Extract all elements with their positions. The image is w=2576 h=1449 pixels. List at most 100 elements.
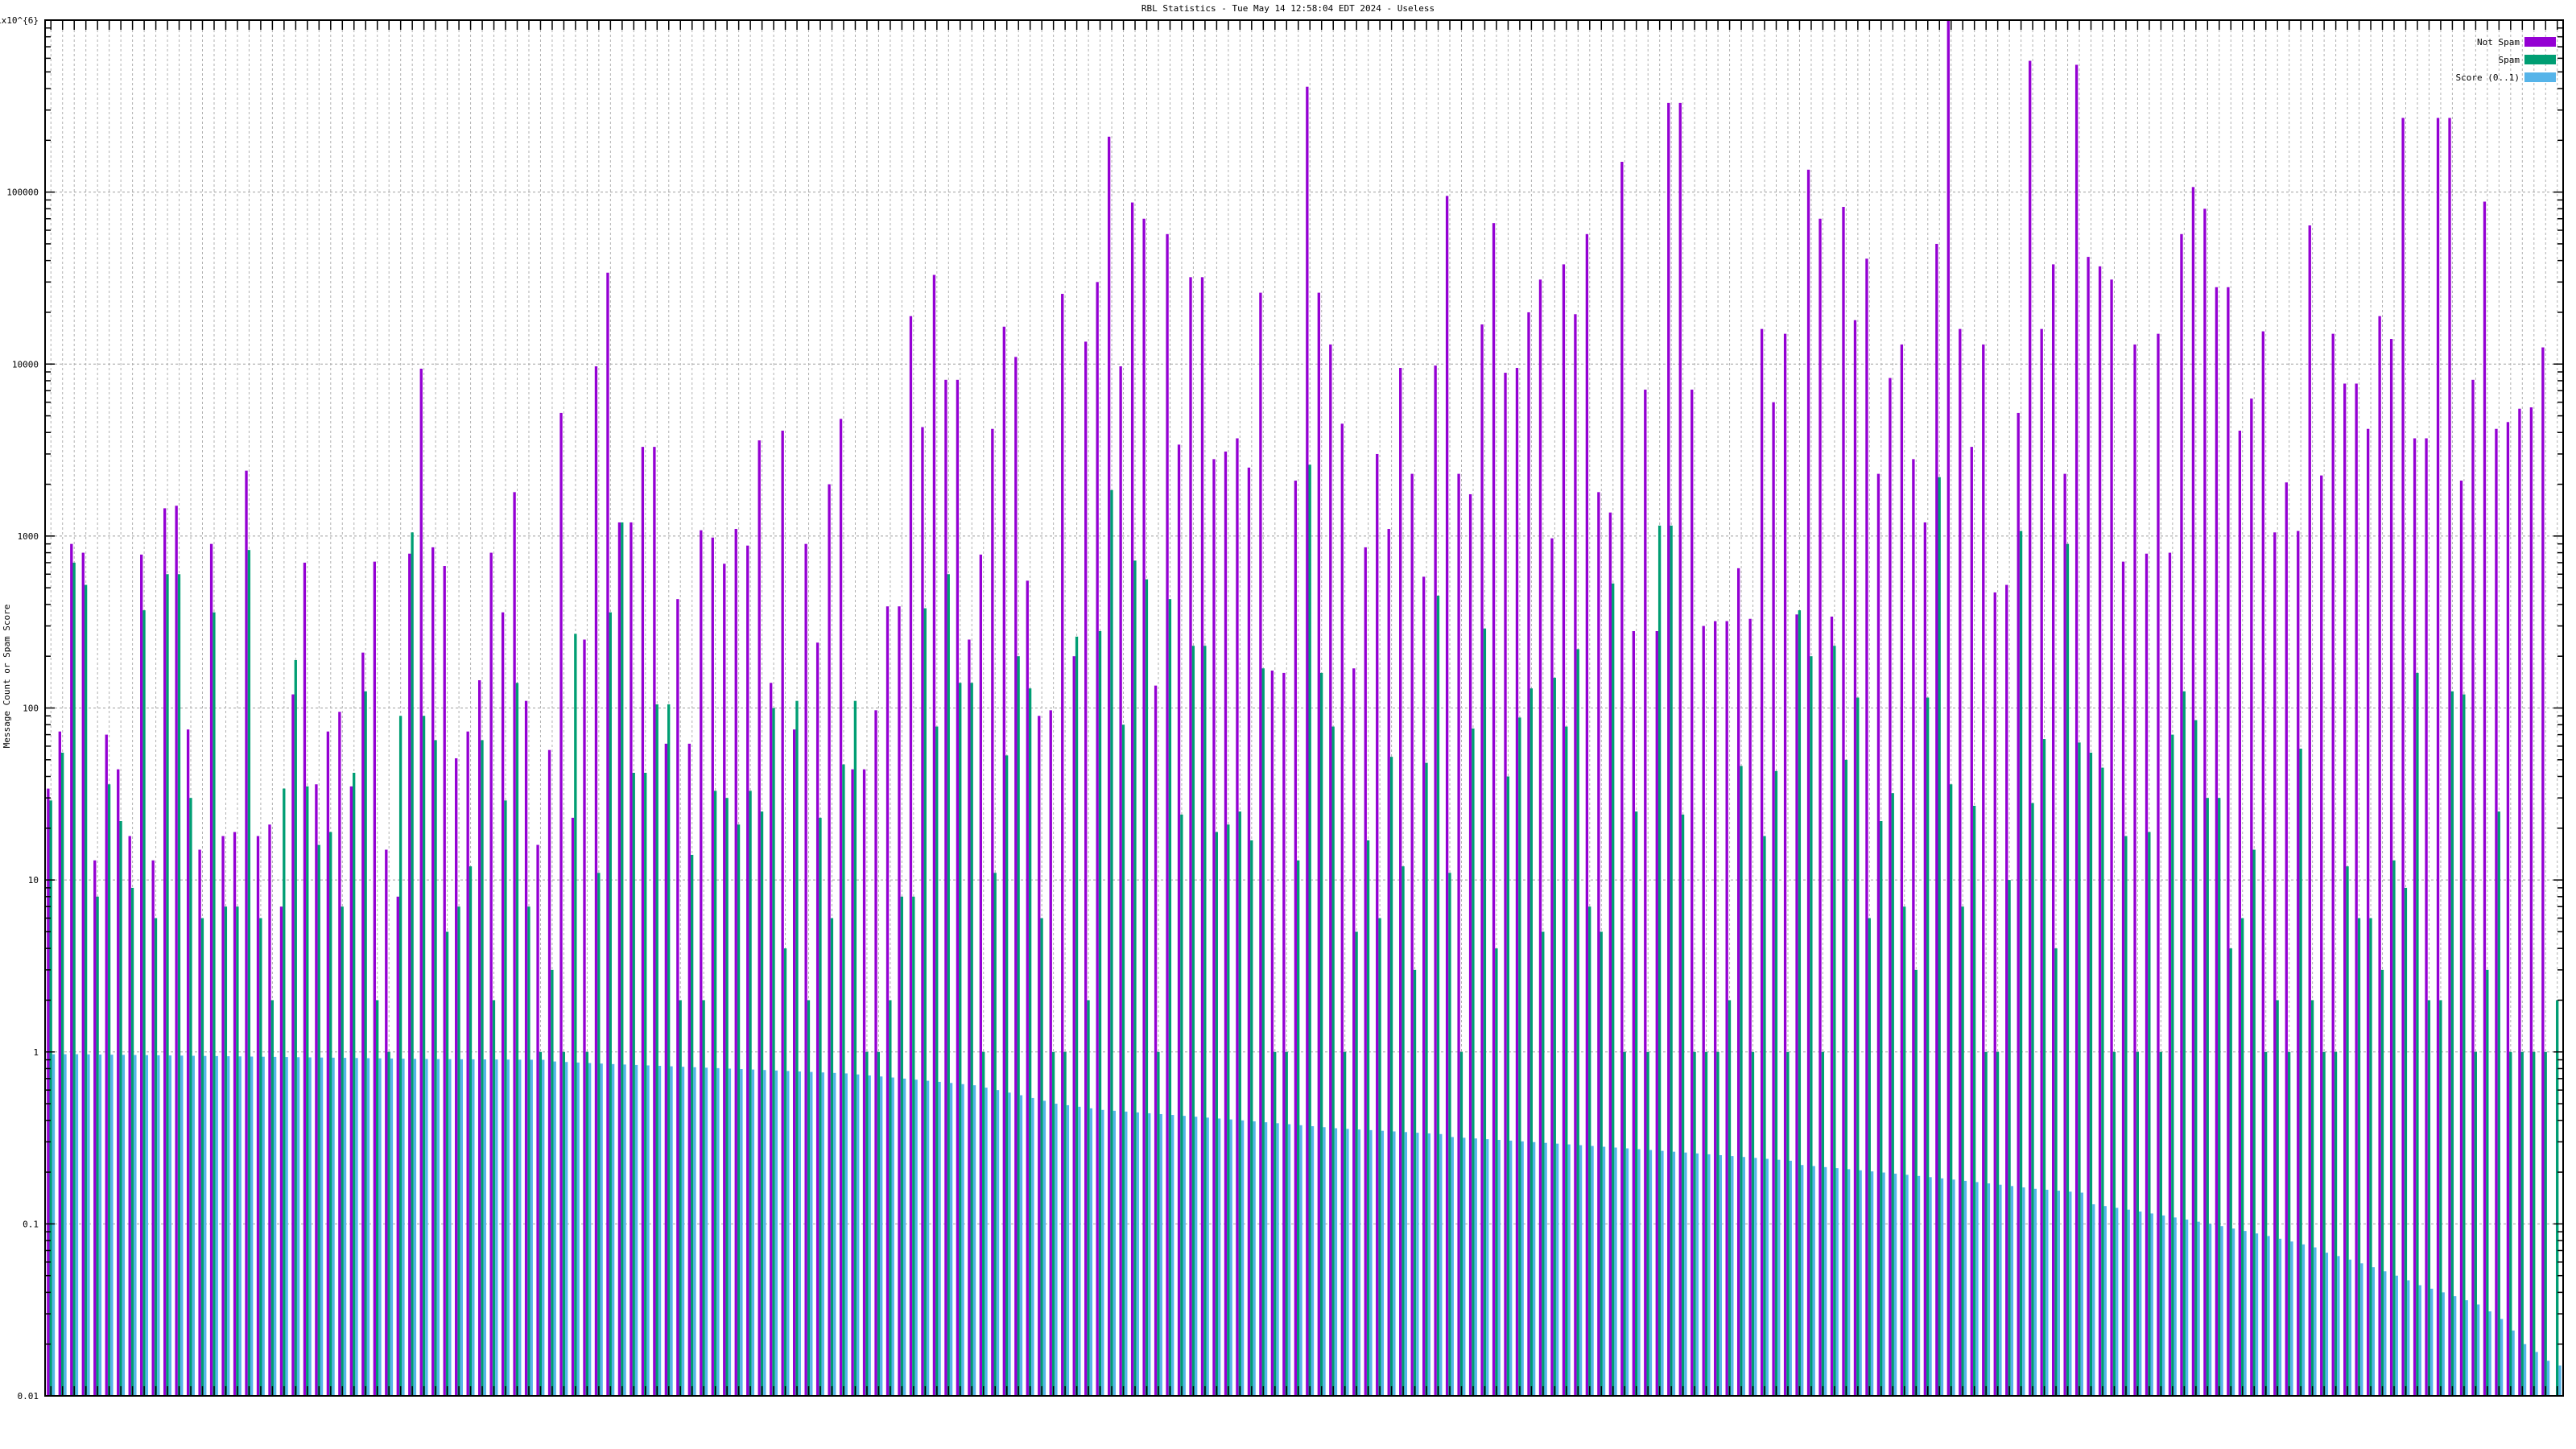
bar-spam	[1110, 489, 1113, 1396]
bar-not-spam	[1212, 459, 1216, 1397]
bar-score	[2512, 1330, 2515, 1396]
bar-spam	[457, 906, 460, 1396]
bar-score	[880, 1076, 883, 1396]
bar-not-spam	[489, 552, 493, 1396]
bar-score	[390, 1058, 394, 1396]
bar-not-spam	[1702, 625, 1705, 1396]
bar-not-spam	[676, 599, 679, 1396]
bar-score	[985, 1088, 988, 1396]
bar-spam	[1402, 866, 1405, 1396]
bar-not-spam	[117, 769, 120, 1396]
bar-not-spam	[2098, 266, 2102, 1396]
bar-score	[1567, 1144, 1571, 1396]
bar-not-spam	[245, 470, 248, 1396]
bar-score	[2488, 1311, 2491, 1396]
bar-not-spam	[2495, 428, 2498, 1396]
bar-spam	[1588, 906, 1591, 1396]
bar-score	[506, 1059, 510, 1396]
bar-spam	[154, 918, 158, 1396]
bar-spam	[585, 1051, 588, 1396]
bar-not-spam	[1480, 324, 1484, 1396]
bar-not-spam	[256, 836, 260, 1396]
bars	[47, 20, 2562, 1397]
bar-not-spam	[2471, 379, 2475, 1396]
bar-not-spam	[128, 836, 131, 1396]
bar-not-spam	[606, 272, 609, 1396]
bar-spam	[398, 716, 402, 1396]
bar-score	[355, 1058, 358, 1396]
bar-score	[2231, 1228, 2235, 1396]
bar-not-spam	[1119, 366, 1122, 1396]
bar-not-spam	[1399, 368, 1402, 1396]
bar-spam	[2346, 866, 2349, 1396]
legend-label: Score (0..1)	[2456, 72, 2520, 83]
bar-score	[1031, 1097, 1034, 1396]
bar-spam	[725, 798, 729, 1396]
bar-not-spam	[1422, 576, 1426, 1396]
plot-frame	[44, 19, 2564, 1397]
bar-not-spam	[1783, 333, 1787, 1396]
bar-spam	[270, 1000, 274, 1396]
bar-not-spam	[1690, 390, 1694, 1397]
bar-score	[658, 1066, 662, 1396]
bar-not-spam	[2389, 339, 2393, 1396]
bar-not-spam	[501, 612, 505, 1396]
bar-score	[87, 1054, 90, 1396]
y-tick-label: 1	[33, 1047, 39, 1058]
bar-score	[1812, 1166, 1815, 1396]
bar-not-spam	[466, 731, 469, 1396]
bar-not-spam	[105, 734, 108, 1396]
bar-not-spam	[373, 561, 376, 1397]
bar-score	[716, 1067, 720, 1396]
bar-not-spam	[1993, 592, 1996, 1396]
bar-not-spam	[1236, 438, 1239, 1396]
bar-spam	[2229, 948, 2232, 1396]
bar-score	[2278, 1238, 2282, 1396]
bar-spam	[2462, 694, 2466, 1396]
bar-score	[1497, 1140, 1501, 1396]
bar-spam	[2276, 1000, 2279, 1396]
bar-spam	[1028, 688, 1032, 1396]
bar-spam	[713, 791, 717, 1396]
bar-spam	[737, 824, 741, 1396]
bar-score	[1684, 1152, 1687, 1396]
bar-spam	[142, 610, 146, 1396]
bar-spam	[1786, 1051, 1790, 1396]
bar-spam	[294, 659, 297, 1396]
bar-not-spam	[1959, 328, 1962, 1396]
bar-not-spam	[1107, 136, 1111, 1397]
bar-score	[2337, 1256, 2340, 1396]
bar-not-spam	[1725, 621, 1728, 1396]
bar-not-spam	[1736, 568, 1740, 1397]
bar-score	[483, 1059, 486, 1396]
bar-not-spam	[1084, 341, 1088, 1396]
bar-spam	[1856, 697, 1860, 1396]
bar-not-spam	[396, 896, 399, 1396]
bar-score	[1206, 1117, 1209, 1396]
bar-spam	[1833, 646, 1836, 1396]
bar-score	[1789, 1160, 1792, 1396]
bar-not-spam	[594, 366, 598, 1396]
bar-not-spam	[1504, 373, 1507, 1397]
bar-score	[413, 1059, 417, 1396]
bar-spam	[1495, 948, 1498, 1396]
bar-not-spam	[1527, 312, 1530, 1396]
bar-not-spam	[1317, 292, 1320, 1396]
bar-not-spam	[1889, 378, 1892, 1396]
bar-not-spam	[2145, 553, 2149, 1396]
bar-score	[1847, 1169, 1851, 1396]
bar-not-spam	[1876, 473, 1880, 1397]
bar-score	[1404, 1132, 1408, 1396]
bar-not-spam	[968, 639, 971, 1396]
bar-spam	[690, 854, 694, 1396]
bar-spam	[200, 918, 204, 1396]
bar-not-spam	[617, 522, 621, 1396]
bar-spam	[1938, 477, 1941, 1396]
bar-not-spam	[1154, 685, 1158, 1396]
bar-not-spam	[1667, 102, 1670, 1397]
bar-not-spam	[828, 484, 831, 1397]
bar-score	[285, 1057, 288, 1396]
bar-not-spam	[1655, 630, 1658, 1396]
bar-spam	[2206, 798, 2209, 1396]
